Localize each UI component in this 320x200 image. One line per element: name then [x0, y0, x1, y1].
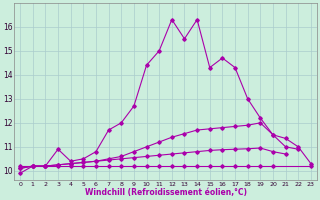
- X-axis label: Windchill (Refroidissement éolien,°C): Windchill (Refroidissement éolien,°C): [84, 188, 246, 197]
